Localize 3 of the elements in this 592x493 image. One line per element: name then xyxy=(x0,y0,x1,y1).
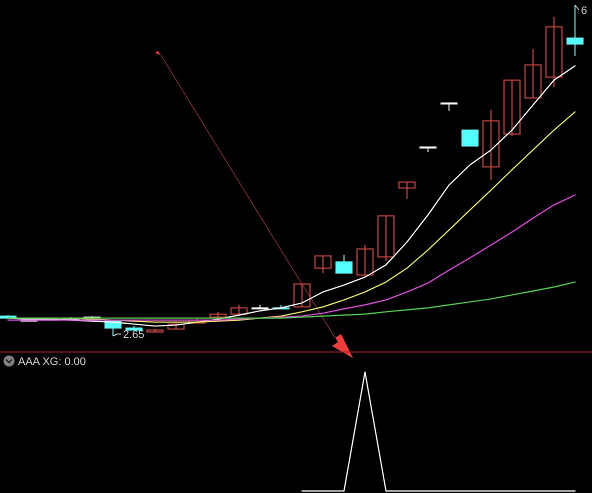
annotation: 6 xyxy=(581,5,588,17)
chart-title: AAA XG: 0.00 xyxy=(18,356,86,368)
annotation: 2.65 xyxy=(123,329,144,341)
